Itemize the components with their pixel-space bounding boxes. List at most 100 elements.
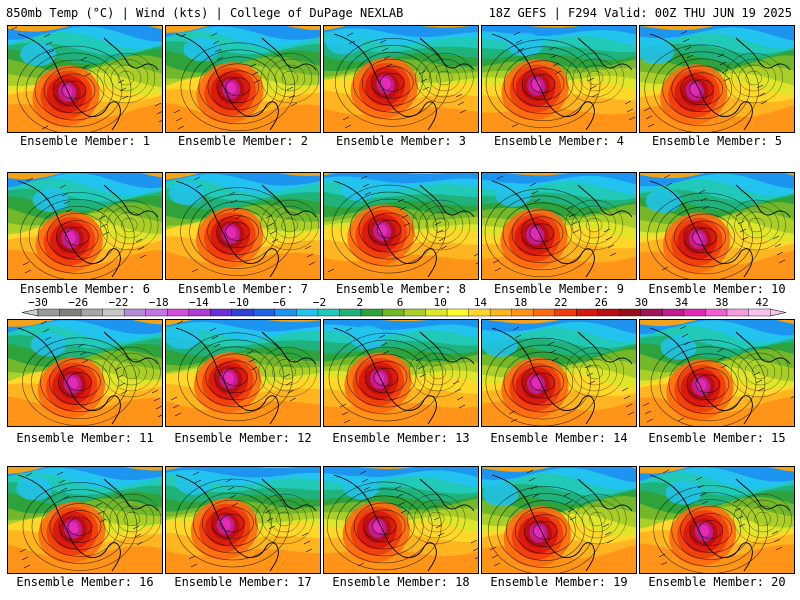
temperature-map — [482, 320, 636, 426]
ensemble-member-label: Ensemble Member: 18 — [332, 575, 470, 589]
temperature-colorbar: −30 −26 −22 −18 −14 −10 −6 −2 2 6 10 14 18 22 26 30 34 38… — [21, 297, 787, 317]
ensemble-member-panel — [323, 466, 479, 574]
ensemble-member-panel — [481, 172, 637, 280]
colorbar-swatch — [210, 308, 233, 317]
temperature-map — [166, 467, 320, 573]
ensemble-member-label: Ensemble Member: 8 — [335, 282, 467, 296]
ensemble-member-label: Ensemble Member: 11 — [16, 431, 154, 445]
colorbar-left-arrow — [21, 308, 39, 317]
temperature-map — [640, 320, 794, 426]
ensemble-member-label: Ensemble Member: 3 — [335, 134, 467, 148]
colorbar-swatch — [468, 308, 491, 317]
colorbar-swatch — [317, 308, 341, 317]
colorbar-swatch — [231, 308, 254, 317]
colorbar-swatch — [446, 308, 470, 317]
temperature-map — [482, 467, 636, 573]
colorbar-swatch — [532, 308, 556, 317]
colorbar-swatch — [296, 308, 319, 317]
temperature-map — [8, 173, 162, 279]
colorbar-swatch — [403, 308, 427, 317]
colorbar-swatch — [274, 308, 298, 317]
colorbar-swatch — [59, 308, 82, 317]
colorbar-tick-label: 42 — [755, 297, 768, 309]
colorbar-swatch — [123, 308, 147, 317]
ensemble-member-panel — [165, 466, 321, 574]
temperature-map — [8, 320, 162, 426]
colorbar-tick-label: −22 — [109, 297, 129, 309]
colorbar-swatch — [511, 308, 534, 317]
temperature-map — [324, 26, 478, 132]
ensemble-member-label: Ensemble Member: 10 — [648, 282, 786, 296]
colorbar-tick-label: 10 — [434, 297, 447, 309]
ensemble-member-panel — [323, 25, 479, 133]
colorbar-tick-label: −18 — [149, 297, 169, 309]
temperature-map — [482, 26, 636, 132]
colorbar-swatch — [145, 308, 168, 317]
temperature-map — [166, 173, 320, 279]
ensemble-member-label: Ensemble Member: 17 — [174, 575, 312, 589]
colorbar-tick-label: −6 — [273, 297, 286, 309]
colorbar-swatch — [554, 308, 577, 317]
temperature-map — [166, 26, 320, 132]
colorbar-swatch — [597, 308, 620, 317]
colorbar-swatch — [360, 308, 384, 317]
colorbar-swatch — [705, 308, 728, 317]
ensemble-member-panel — [7, 25, 163, 133]
temperature-map — [640, 467, 794, 573]
ensemble-member-panel — [639, 319, 795, 427]
colorbar-tick-label: 34 — [675, 297, 689, 309]
colorbar-swatch — [37, 308, 61, 317]
ensemble-member-panel — [165, 172, 321, 280]
ensemble-member-panel — [481, 25, 637, 133]
colorbar-swatch — [80, 308, 104, 317]
ensemble-member-label: Ensemble Member: 14 — [490, 431, 628, 445]
colorbar-swatch — [339, 308, 362, 317]
colorbar-swatch — [619, 308, 642, 317]
temperature-map — [324, 467, 478, 573]
temperature-map — [166, 320, 320, 426]
colorbar-swatch — [253, 308, 276, 317]
ensemble-member-label: Ensemble Member: 20 — [648, 575, 786, 589]
colorbar-tick-label: −10 — [229, 297, 249, 309]
colorbar-swatch — [166, 308, 190, 317]
temperature-map — [8, 26, 162, 132]
temperature-map — [324, 173, 478, 279]
colorbar-swatch — [662, 308, 685, 317]
colorbar-tick-label: 18 — [514, 297, 527, 309]
ensemble-member-panel — [481, 466, 637, 574]
temperature-map — [640, 173, 794, 279]
ensemble-member-label: Ensemble Member: 9 — [493, 282, 625, 296]
colorbar-swatch — [382, 308, 405, 317]
colorbar-swatch — [425, 308, 448, 317]
ensemble-member-panel — [7, 319, 163, 427]
ensemble-member-label: Ensemble Member: 4 — [493, 134, 625, 148]
colorbar-swatch — [640, 308, 664, 317]
ensemble-member-label: Ensemble Member: 13 — [332, 431, 470, 445]
temperature-map — [8, 467, 162, 573]
colorbar-swatch — [683, 308, 707, 317]
colorbar-right-arrow — [769, 308, 787, 317]
run-valid-time: 18Z GEFS | F294 Valid: 00Z THU JUN 19 20… — [488, 6, 792, 20]
ensemble-member-label: Ensemble Member: 15 — [648, 431, 786, 445]
ensemble-member-panel — [323, 319, 479, 427]
colorbar-tick-label: −14 — [189, 297, 209, 309]
temperature-map — [640, 26, 794, 132]
ensemble-member-panel — [481, 319, 637, 427]
colorbar-tick-label: 22 — [554, 297, 567, 309]
colorbar-swatch — [188, 308, 211, 317]
ensemble-member-label: Ensemble Member: 2 — [177, 134, 309, 148]
colorbar-tick-label: 26 — [594, 297, 607, 309]
temperature-map — [324, 320, 478, 426]
colorbar-tick-label: −26 — [68, 297, 88, 309]
ensemble-member-panel — [639, 466, 795, 574]
colorbar-tick-label: 38 — [715, 297, 728, 309]
colorbar-swatch — [726, 308, 750, 317]
ensemble-member-panel — [323, 172, 479, 280]
ensemble-member-panel — [7, 172, 163, 280]
ensemble-member-panel — [165, 319, 321, 427]
ensemble-member-panel — [639, 172, 795, 280]
ensemble-member-panel — [7, 466, 163, 574]
ensemble-member-label: Ensemble Member: 16 — [16, 575, 154, 589]
ensemble-member-panel — [639, 25, 795, 133]
ensemble-member-label: Ensemble Member: 5 — [651, 134, 783, 148]
